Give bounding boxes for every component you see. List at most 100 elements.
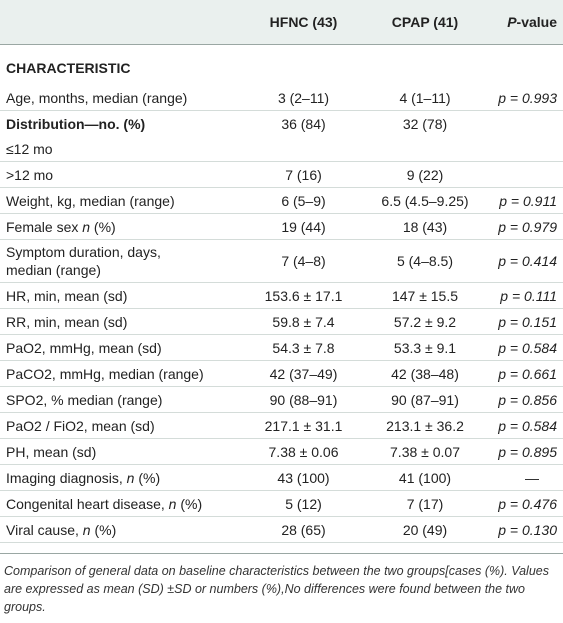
hfnc-value: 7 (4–8) xyxy=(240,239,367,283)
cpap-value: 32 (78) xyxy=(402,115,448,132)
hfnc-value: 6 (5–9) xyxy=(240,187,367,214)
hfnc-value xyxy=(240,136,367,162)
hfnc-value: 59.8 ± 7.4 xyxy=(240,308,367,335)
row-label-suffix: (%) xyxy=(90,218,116,235)
row-label: PH, mean (sd) xyxy=(0,438,240,465)
table-row: Weight, kg, median (range) 6 (5–9) 6.5 (… xyxy=(0,187,563,214)
row-label: Viral cause, n (%) xyxy=(0,516,240,543)
header-cpap: CPAP (41) xyxy=(367,0,483,45)
table-row: Viral cause, n (%) 28 (65) 20 (49) p = 0… xyxy=(0,516,563,543)
p-value: p = 0.661 xyxy=(483,360,563,387)
p-value: p = 0.130 xyxy=(483,516,563,543)
cpap-value: 42 (38–48) xyxy=(367,360,483,387)
table-header-row: HFNC (43) CPAP (41) P-value xyxy=(0,0,563,45)
row-label: PaCO2, mmHg, median (range) xyxy=(0,360,240,387)
row-label: SPO2, % median (range) xyxy=(0,386,240,413)
row-label-line1: Symptom duration, days, xyxy=(6,244,161,260)
cpap-value: 5 (4–8.5) xyxy=(367,239,483,283)
row-label: Imaging diagnosis, n (%) xyxy=(0,464,240,491)
p-value: p = 0.111 xyxy=(483,282,563,309)
hfnc-value: 7.38 ± 0.06 xyxy=(240,438,367,465)
row-label: ≤12 mo xyxy=(0,136,240,162)
row-label-n: n xyxy=(168,495,177,512)
hfnc-value: 217.1 ± 31.1 xyxy=(240,412,367,439)
p-value: p = 0.979 xyxy=(483,213,563,240)
hfnc-value: 3 (2–11) xyxy=(240,85,367,111)
row-label: Age, months, median (range) xyxy=(0,85,240,111)
hfnc-value: 42 (37–49) xyxy=(240,360,367,387)
cpap-value: 7.38 ± 0.07 xyxy=(367,438,483,465)
cpap-value: 147 ± 15.5 xyxy=(367,282,483,309)
p-value: p = 0.151 xyxy=(483,308,563,335)
cpap-value: 18 (43) xyxy=(367,213,483,240)
row-label-text: Congenital heart disease, xyxy=(6,495,169,512)
cpap-value: 9 (22) xyxy=(367,161,483,188)
cpap-value xyxy=(367,136,483,162)
hfnc-value: 54.3 ± 7.8 xyxy=(240,334,367,361)
cpap-value: 90 (87–91) xyxy=(367,386,483,413)
p-value: p = 0.476 xyxy=(483,490,563,517)
row-label-n: n xyxy=(126,469,135,486)
row-label: RR, min, mean (sd) xyxy=(0,308,240,335)
row-label-text: Imaging diagnosis, xyxy=(6,469,127,486)
row-label: Female sex n (%) xyxy=(0,213,240,240)
table-row: >12 mo 7 (16) 9 (22) xyxy=(0,161,563,188)
section-row: CHARACTERISTIC xyxy=(0,45,563,86)
table-row: Female sex n (%) 19 (44) 18 (43) p = 0.9… xyxy=(0,213,563,240)
cpap-value: 53.3 ± 9.1 xyxy=(367,334,483,361)
table-row: Symptom duration, days, median (range) 7 … xyxy=(0,239,563,283)
table-footnote: Comparison of general data on baseline c… xyxy=(0,553,563,616)
p-value: p = 0.414 xyxy=(483,239,563,283)
p-value: p = 0.856 xyxy=(483,386,563,413)
p-value: p = 0.584 xyxy=(483,412,563,439)
p-value: p = 0.911 xyxy=(483,187,563,214)
hfnc-value: 153.6 ± 17.1 xyxy=(240,282,367,309)
table-row: Imaging diagnosis, n (%) 43 (100) 41 (10… xyxy=(0,464,563,491)
row-label: PaO2 / FiO2, mean (sd) xyxy=(0,412,240,439)
table-row: PaO2, mmHg, mean (sd) 54.3 ± 7.8 53.3 ± … xyxy=(0,334,563,361)
p-value: — xyxy=(483,464,563,491)
row-label: >12 mo xyxy=(0,161,240,188)
hfnc-value: 28 (65) xyxy=(240,516,367,543)
header-blank xyxy=(0,0,240,45)
table-row: RR, min, mean (sd) 59.8 ± 7.4 57.2 ± 9.2… xyxy=(0,308,563,335)
p-value xyxy=(483,136,563,162)
row-label-line2: median (range) xyxy=(6,262,101,278)
table-row: PH, mean (sd) 7.38 ± 0.06 7.38 ± 0.07 p … xyxy=(0,438,563,465)
row-label: PaO2, mmHg, mean (sd) xyxy=(0,334,240,361)
hfnc-value: 43 (100) xyxy=(240,464,367,491)
row-label-text: Female sex xyxy=(6,218,83,235)
p-value xyxy=(483,111,563,137)
row-label-suffix: (%) xyxy=(90,521,117,538)
header-p-value: P-value xyxy=(483,0,563,45)
baseline-characteristics-table: HFNC (43) CPAP (41) P-value CHARACTERIST… xyxy=(0,0,563,543)
hfnc-value: 19 (44) xyxy=(240,213,367,240)
row-label-suffix: (%) xyxy=(134,469,161,486)
row-label: Weight, kg, median (range) xyxy=(0,187,240,214)
row-label: HR, min, mean (sd) xyxy=(0,282,240,309)
p-value: p = 0.993 xyxy=(483,85,563,111)
row-label-n: n xyxy=(82,521,91,538)
table-row: Distribution—no. (%) 36 (84) 32 (78) xyxy=(0,111,563,137)
row-label-n: n xyxy=(82,218,91,235)
header-p-suffix: -value xyxy=(516,14,557,30)
row-label-suffix: (%) xyxy=(176,495,203,512)
cpap-value: 6.5 (4.5–9.25) xyxy=(367,187,483,214)
cpap-value: 4 (1–11) xyxy=(367,85,483,111)
table-row: ≤12 mo xyxy=(0,136,563,162)
p-value: p = 0.584 xyxy=(483,334,563,361)
cpap-value: 41 (100) xyxy=(367,464,483,491)
table-row: PaCO2, mmHg, median (range) 42 (37–49) 4… xyxy=(0,360,563,387)
table-row: Age, months, median (range) 3 (2–11) 4 (… xyxy=(0,85,563,111)
cpap-value: 7 (17) xyxy=(367,490,483,517)
header-hfnc: HFNC (43) xyxy=(240,0,367,45)
cpap-value: 213.1 ± 36.2 xyxy=(367,412,483,439)
p-value xyxy=(483,161,563,188)
table-row: PaO2 / FiO2, mean (sd) 217.1 ± 31.1 213.… xyxy=(0,412,563,439)
header-p-letter: P xyxy=(507,14,517,30)
section-title: CHARACTERISTIC xyxy=(6,60,131,76)
row-label-text: Viral cause, xyxy=(6,521,83,538)
p-value: p = 0.895 xyxy=(483,438,563,465)
hfnc-value: 36 (84) xyxy=(281,115,326,132)
